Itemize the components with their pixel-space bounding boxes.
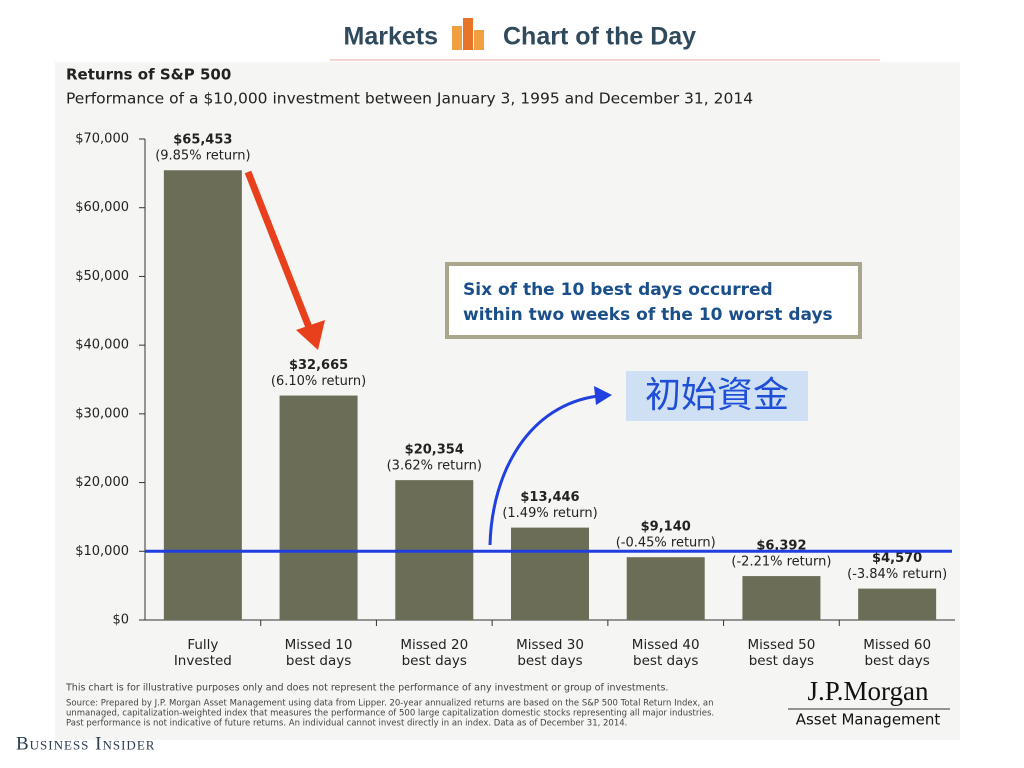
y-tick-label: $60,000: [75, 200, 129, 215]
x-tick-label: best days: [517, 653, 582, 669]
footnote: Past performance is not indicative of fu…: [66, 719, 627, 729]
bar: [858, 588, 937, 620]
y-tick-label: $40,000: [75, 338, 129, 353]
annotation-box: Six of the 10 best days occurred within …: [445, 262, 862, 339]
logo-icon: [452, 18, 484, 50]
return-label: (-0.45% return): [616, 536, 716, 551]
x-tick-label: Missed 20: [400, 637, 468, 653]
x-tick-label: best days: [286, 653, 351, 669]
x-tick-label: best days: [864, 653, 929, 669]
red-arrowhead: [296, 320, 325, 350]
x-tick-label: Missed 40: [632, 637, 700, 653]
x-tick-label: Fully: [187, 637, 218, 653]
footnote: Source: Prepared by J.P. Morgan Asset Ma…: [66, 699, 713, 709]
x-tick-label: Invested: [174, 653, 232, 669]
y-tick-label: $10,000: [75, 544, 129, 559]
x-tick-label: Missed 50: [748, 637, 816, 653]
blue-arrow: [488, 394, 599, 546]
value-label: $65,453: [173, 133, 232, 148]
x-tick-label: Missed 60: [863, 637, 931, 653]
return-label: (1.49% return): [502, 506, 597, 521]
bar: [163, 170, 242, 620]
value-label: $32,665: [289, 358, 348, 373]
x-tick-label: best days: [633, 653, 698, 669]
x-tick-label: best days: [402, 653, 467, 669]
y-tick-label: $20,000: [75, 475, 129, 490]
value-label: $9,140: [641, 520, 691, 535]
annotation-line: within two weeks of the 10 worst days: [463, 305, 833, 325]
value-label: $20,354: [405, 443, 464, 458]
y-tick-label: $30,000: [75, 406, 129, 421]
value-label: $13,446: [520, 490, 579, 505]
x-tick-label: best days: [749, 653, 814, 669]
section-name: Markets: [344, 23, 439, 51]
chart-subtitle: Performance of a $10,000 investment betw…: [66, 90, 753, 108]
label-highlight: [626, 371, 808, 421]
blue-arrowhead: [594, 386, 612, 405]
logo-division: Asset Management: [796, 711, 941, 729]
feature-name: Chart of the Day: [503, 23, 696, 51]
annotation-line: Six of the 10 best days occurred: [463, 280, 773, 300]
chart-title: Returns of S&P 500: [66, 66, 231, 84]
bar: [511, 527, 589, 620]
logo-name: J.P.Morgan: [807, 676, 929, 706]
bar: [742, 576, 821, 620]
return-label: (-2.21% return): [731, 555, 831, 570]
bar: [279, 395, 358, 620]
return-label: (9.85% return): [155, 149, 250, 164]
plot: $0 $10,000 $20,000 $30,000 $40,000 $50,000 $60…: [75, 132, 955, 669]
x-tick-label: Missed 30: [516, 637, 584, 653]
y-tick-label: $50,000: [75, 269, 129, 284]
return-label: (6.10% return): [271, 374, 366, 389]
return-label: (-3.84% return): [847, 567, 947, 582]
publisher: Business Insider: [16, 733, 155, 754]
y-tick-label: $0: [112, 613, 129, 628]
red-arrow: [244, 170, 316, 337]
value-label: $4,570: [872, 551, 922, 566]
footnote: unmanaged, capitalization-weighted index…: [66, 709, 714, 719]
bar: [626, 557, 705, 620]
y-tick-label: $70,000: [75, 132, 129, 147]
footnote: This chart is for illustrative purposes …: [65, 683, 668, 694]
return-label: (3.62% return): [387, 459, 482, 474]
reference-label: 初始資金: [645, 375, 789, 416]
x-tick-label: Missed 10: [285, 637, 353, 653]
